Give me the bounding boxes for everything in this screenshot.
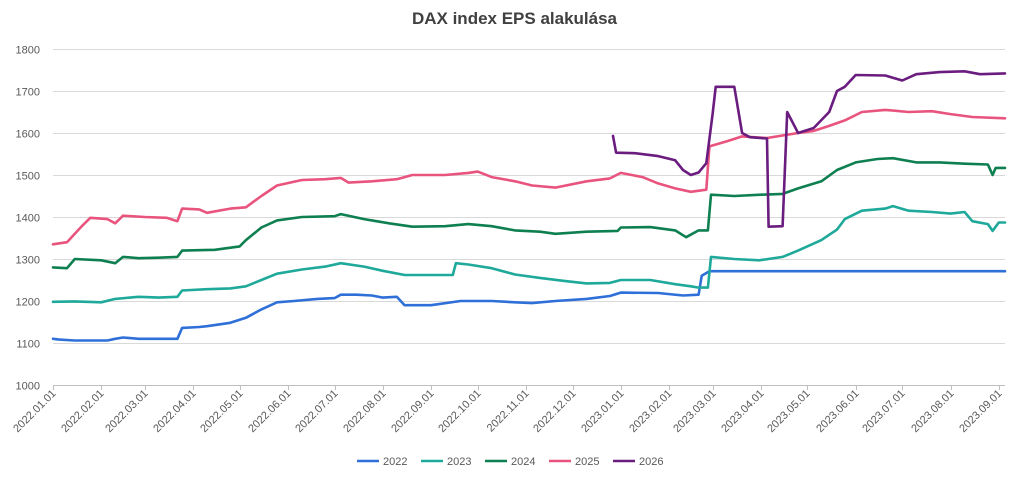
x-tick-label: 2023.08.01 bbox=[909, 388, 956, 435]
y-tick-label: 1100 bbox=[16, 339, 40, 351]
series-line-2025 bbox=[51, 108, 1007, 246]
x-tick-label: 2022.05.01 bbox=[198, 388, 245, 435]
x-tick-label: 2023.07.01 bbox=[860, 388, 907, 435]
x-tick-label: 2022.03.01 bbox=[103, 388, 150, 435]
x-tick-label: 2023.09.01 bbox=[957, 388, 1004, 435]
x-tick-label: 2022.02.01 bbox=[59, 388, 106, 435]
x-tick-label: 2023.03.01 bbox=[671, 388, 718, 435]
legend-label-2026: 2026 bbox=[639, 456, 663, 468]
y-tick-label: 1700 bbox=[16, 87, 40, 99]
legend: 2022 2023 2024 2025 2026 bbox=[357, 456, 663, 468]
x-tick-label: 2022.07.01 bbox=[293, 388, 340, 435]
gridlines bbox=[53, 49, 1005, 386]
legend-label-2022: 2022 bbox=[383, 456, 407, 468]
x-tick-label: 2023.06.01 bbox=[814, 388, 861, 435]
y-tick-label: 1400 bbox=[16, 213, 40, 225]
x-tick-label: 2022.11.01 bbox=[485, 388, 532, 435]
y-tick-label: 1600 bbox=[16, 129, 40, 141]
legend-label-2023: 2023 bbox=[447, 456, 471, 468]
x-tick-label: 2022.04.01 bbox=[151, 388, 198, 435]
series-line-2023 bbox=[51, 204, 1007, 304]
y-tick-label: 1300 bbox=[16, 255, 40, 267]
legend-label-2025: 2025 bbox=[575, 456, 599, 468]
x-tick-label: 2022.06.01 bbox=[246, 388, 293, 435]
series-line-2022 bbox=[51, 269, 1007, 342]
y-tick-label: 1800 bbox=[16, 45, 40, 57]
x-tick-label: 2023.01.01 bbox=[579, 388, 626, 435]
x-tick-label: 2022.12.01 bbox=[531, 388, 578, 435]
y-tick-label: 1000 bbox=[16, 381, 40, 393]
x-tick-label: 2022.10.01 bbox=[436, 388, 483, 435]
y-tick-label: 1200 bbox=[16, 297, 40, 309]
chart-title: DAX index EPS alakulása bbox=[411, 9, 618, 28]
x-tick-label: 2022.09.01 bbox=[389, 388, 436, 435]
x-tick-label: 2022.01.01 bbox=[11, 388, 58, 435]
series-lines bbox=[51, 70, 1007, 342]
x-tick-label: 2023.05.01 bbox=[765, 388, 812, 435]
axes: 1000 1100 1200 1300 1400 1500 1600 1700 1800 2022… bbox=[11, 45, 1005, 435]
series-line-2024 bbox=[51, 156, 1007, 270]
x-tick-label: 2023.02.01 bbox=[627, 388, 674, 435]
x-tick-label: 2022.08.01 bbox=[341, 388, 388, 435]
legend-label-2024: 2024 bbox=[511, 456, 535, 468]
x-tick-label: 2023.04.01 bbox=[719, 388, 766, 435]
y-tick-label: 1500 bbox=[16, 171, 40, 183]
series-line-2026 bbox=[611, 70, 1007, 228]
